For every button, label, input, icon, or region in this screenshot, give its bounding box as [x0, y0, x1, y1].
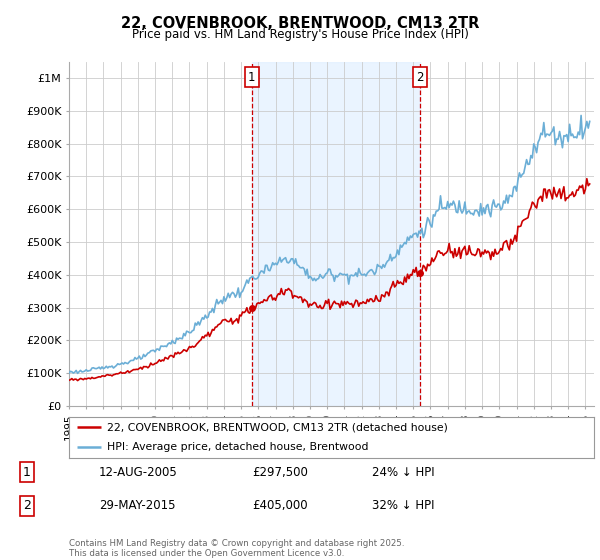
Text: 24% ↓ HPI: 24% ↓ HPI [372, 465, 434, 479]
Text: Price paid vs. HM Land Registry's House Price Index (HPI): Price paid vs. HM Land Registry's House … [131, 28, 469, 41]
Text: Contains HM Land Registry data © Crown copyright and database right 2025.
This d: Contains HM Land Registry data © Crown c… [69, 539, 404, 558]
Text: 2: 2 [23, 499, 31, 512]
Text: 1: 1 [23, 465, 31, 479]
Text: 2: 2 [416, 71, 424, 83]
Text: 22, COVENBROOK, BRENTWOOD, CM13 2TR: 22, COVENBROOK, BRENTWOOD, CM13 2TR [121, 16, 479, 31]
Text: 22, COVENBROOK, BRENTWOOD, CM13 2TR (detached house): 22, COVENBROOK, BRENTWOOD, CM13 2TR (det… [107, 422, 448, 432]
Text: £297,500: £297,500 [252, 465, 308, 479]
Text: 29-MAY-2015: 29-MAY-2015 [99, 499, 176, 512]
Text: 32% ↓ HPI: 32% ↓ HPI [372, 499, 434, 512]
Text: 1: 1 [248, 71, 256, 83]
Bar [251, 62, 421, 406]
Text: HPI: Average price, detached house, Brentwood: HPI: Average price, detached house, Bren… [107, 442, 368, 452]
Text: 12-AUG-2005: 12-AUG-2005 [99, 465, 178, 479]
Text: £405,000: £405,000 [252, 499, 308, 512]
